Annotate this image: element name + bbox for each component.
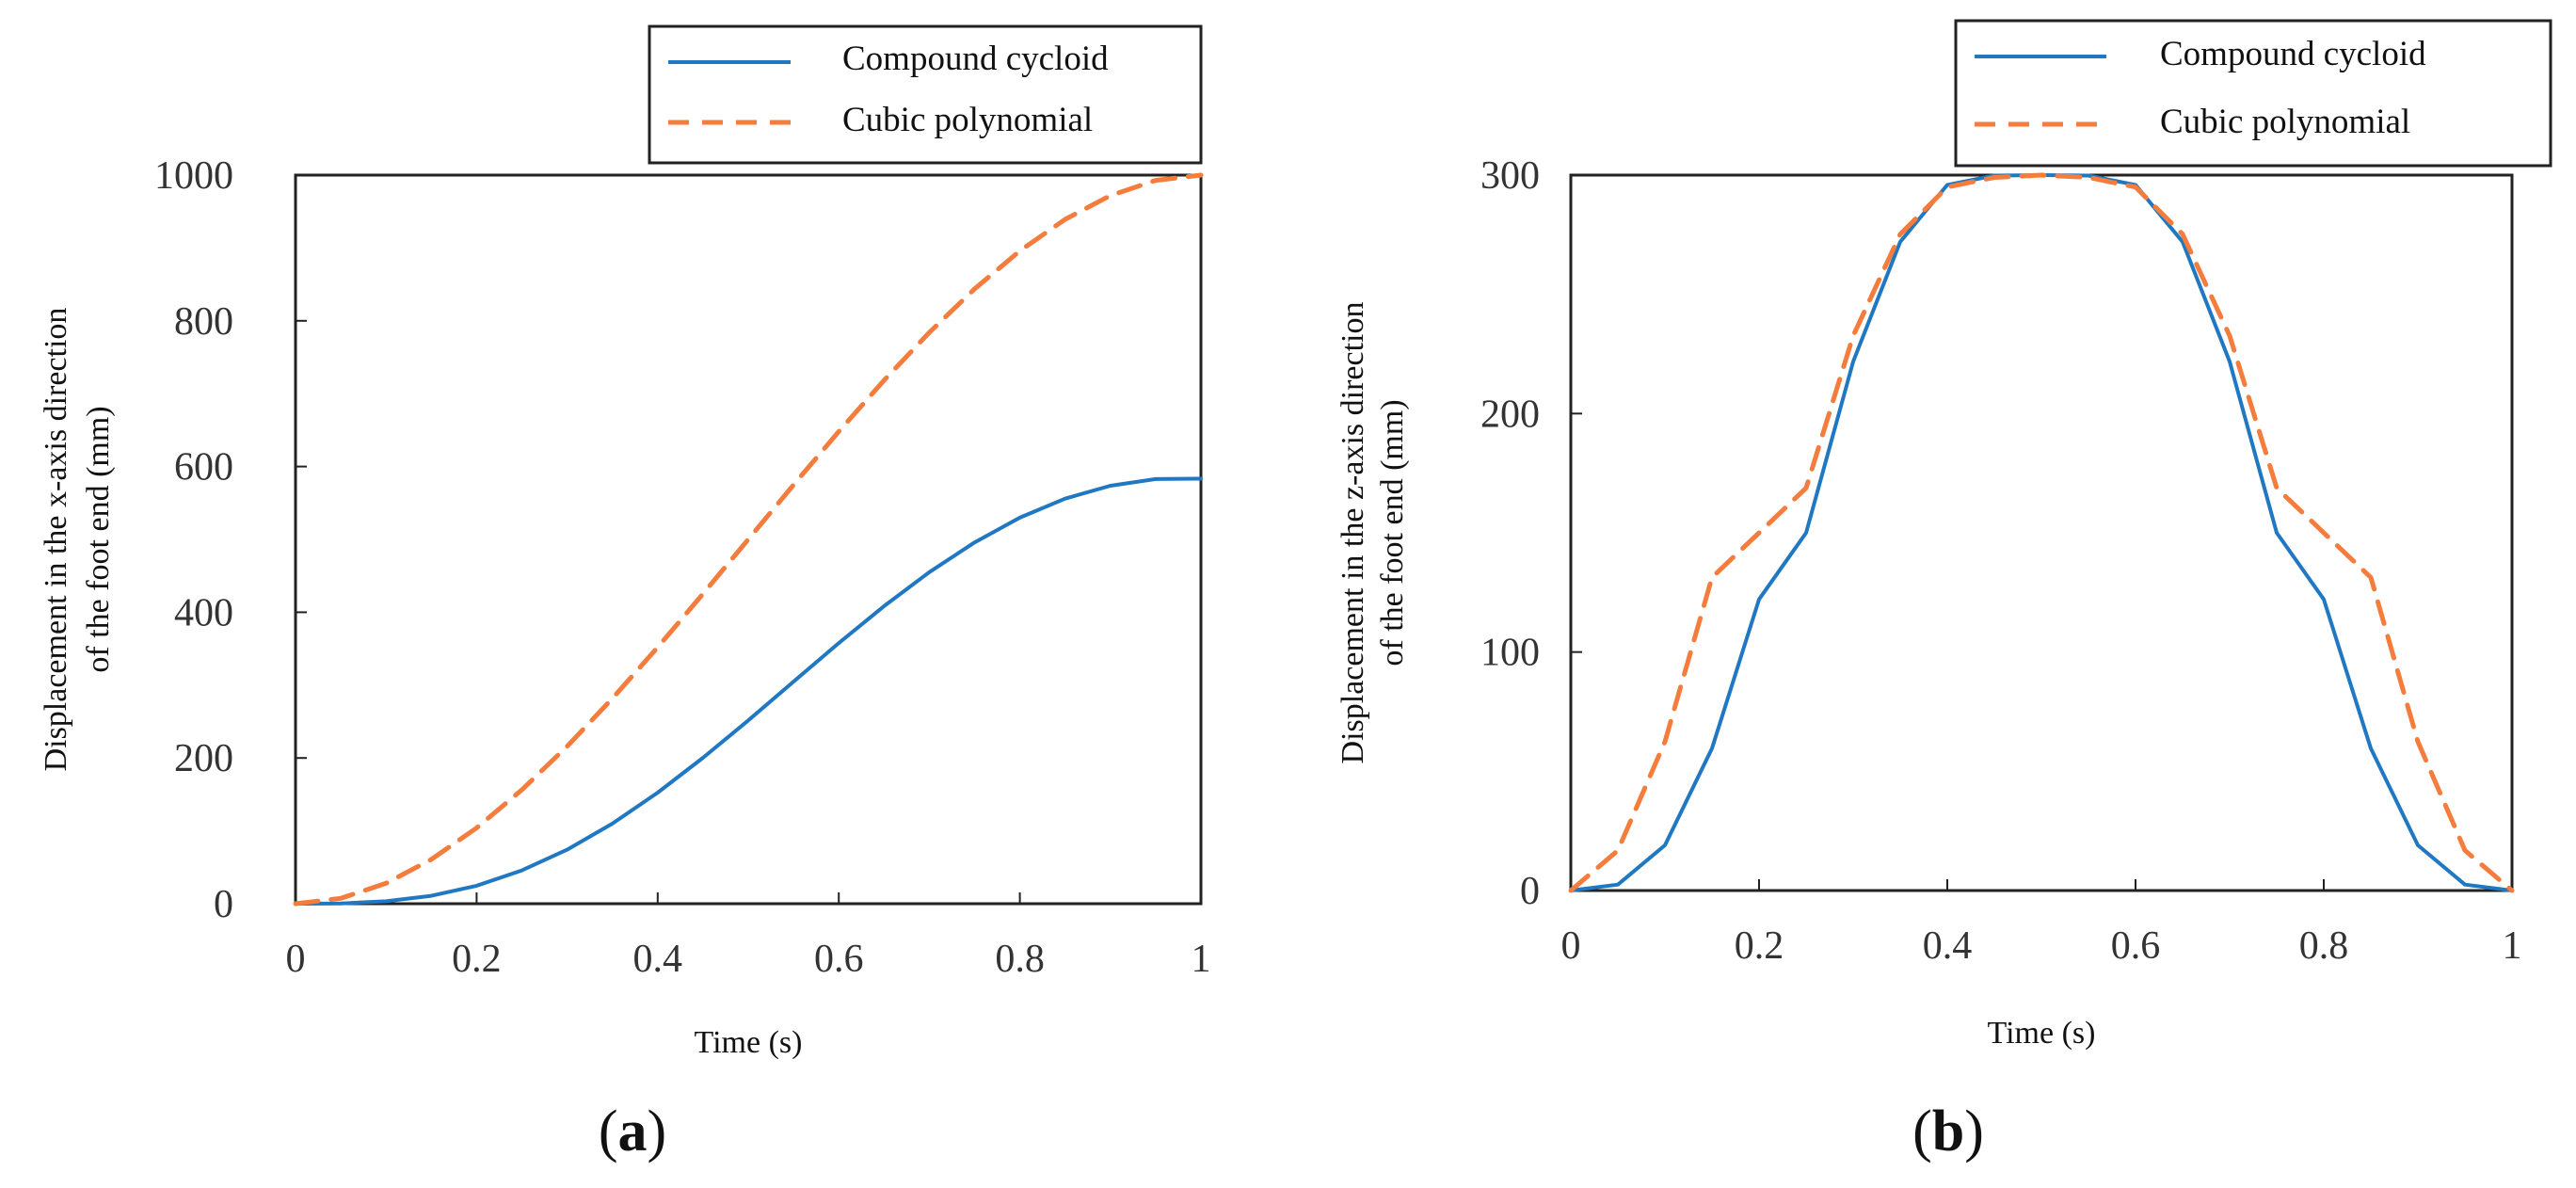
panel-a-ytick-label: 200 xyxy=(174,737,233,780)
panel-a-xtick-label: 0.8 xyxy=(995,938,1045,981)
panel-a-legend: Compound cycloid Cubic polynomial xyxy=(648,24,1203,165)
panel-b-series-cubic-polynomial xyxy=(1568,172,2515,893)
panel-b-xlabel: Time (s) xyxy=(1988,1016,2096,1051)
panel-b: 0 0.2 0.4 0.6 0.8 1 0 100 200 300 Time (s) Displa… xyxy=(1336,19,2552,1164)
panel-b-ticks xyxy=(1570,174,2513,891)
panel-a-xlabel: Time (s) xyxy=(695,1025,803,1060)
panel-b-ytick-label: 300 xyxy=(1480,154,1540,198)
panel-a-xtick-label: 1 xyxy=(1192,938,1211,981)
panel-b-xtick-label: 0 xyxy=(1561,924,1581,968)
panel-b-label: (b) xyxy=(1912,1100,1984,1164)
panel-b-legend-box xyxy=(1954,19,2552,168)
panel-b-plot-frame xyxy=(1569,173,2514,892)
panel-a-series xyxy=(293,172,1204,907)
panel-b-ytick-label: 0 xyxy=(1520,870,1540,913)
panel-b-ytick-label: 100 xyxy=(1480,632,1540,675)
panel-a-xtick-label: 0 xyxy=(286,938,306,981)
panel-b-legend: Compound cycloid Cubic polynomial xyxy=(1954,19,2552,168)
panel-a-ylabel-line2: of the foot end (mm) xyxy=(81,406,116,672)
panel-a-series-compound-cycloid xyxy=(294,476,1203,906)
panel-a-tick-labels: 0 0.2 0.4 0.6 0.8 1 0 200 400 600 800 1000 xyxy=(154,154,1211,981)
panel-a-legend-box xyxy=(648,24,1203,165)
panel-b-xtick-label: 1 xyxy=(2503,924,2522,968)
panel-b-ylabel-line2: of the foot end (mm) xyxy=(1375,399,1410,666)
panel-a-ylabel-line1: Displacement in the x-axis direction xyxy=(39,308,73,772)
panel-a-legend-compound: Compound cycloid xyxy=(842,40,1109,78)
panel-b-tick-labels: 0 0.2 0.4 0.6 0.8 1 0 100 200 300 xyxy=(1480,154,2522,968)
panel-a-legend-cubic: Cubic polynomial xyxy=(842,101,1093,139)
panel-a-xtick-label: 0.4 xyxy=(633,938,683,981)
panel-b-legend-compound: Compound cycloid xyxy=(2160,35,2426,73)
panel-b-xtick-label: 0.8 xyxy=(2299,924,2349,968)
panel-a-plot-frame xyxy=(294,173,1203,906)
panel-b-xtick-label: 0.4 xyxy=(1923,924,1973,968)
panel-b-ylabel-line1: Displacement in the z-axis direction xyxy=(1336,302,1370,764)
panel-b-xtick-label: 0.6 xyxy=(2111,924,2161,968)
panel-b-legend-cubic: Cubic polynomial xyxy=(2160,103,2410,141)
panel-a-label: (a) xyxy=(599,1100,666,1164)
panel-a-ytick-label: 800 xyxy=(174,300,233,344)
panel-a-xtick-label: 0.6 xyxy=(814,938,864,981)
panel-a-ticks xyxy=(295,174,1202,905)
panel-b-series xyxy=(1568,172,2515,893)
panel-a-ytick-label: 400 xyxy=(174,591,233,634)
panel-a-ytick-label: 1000 xyxy=(154,154,233,198)
panel-b-xtick-label: 0.2 xyxy=(1735,924,1784,968)
panel-b-ytick-label: 200 xyxy=(1480,393,1540,436)
panel-a: 0 0.2 0.4 0.6 0.8 1 0 200 400 600 800 1000 Time (s)… xyxy=(39,24,1211,1164)
panel-a-series-cubic-polynomial xyxy=(293,172,1204,907)
panel-a-ytick-label: 0 xyxy=(214,883,233,926)
panel-b-series-compound-cycloid xyxy=(1569,173,2514,892)
panel-a-ytick-label: 600 xyxy=(174,446,233,490)
panel-a-xtick-label: 0.2 xyxy=(452,938,502,981)
